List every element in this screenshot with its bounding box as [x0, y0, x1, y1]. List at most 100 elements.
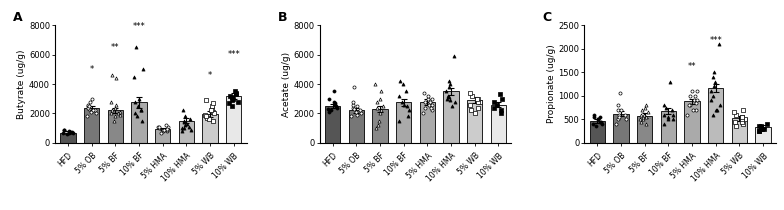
Point	[470, 97, 483, 100]
Point	[659, 113, 671, 116]
Point	[229, 90, 241, 93]
Point	[154, 131, 167, 134]
Point	[129, 112, 141, 115]
Point	[226, 96, 238, 99]
Point	[474, 100, 486, 103]
Point	[375, 109, 387, 112]
Point	[449, 100, 462, 103]
Point	[660, 106, 673, 109]
Point	[325, 109, 338, 112]
Bar	[731, 118, 747, 143]
Point	[83, 100, 96, 103]
Point	[205, 109, 217, 112]
Point	[354, 109, 366, 112]
Point	[397, 82, 409, 86]
Point	[371, 100, 383, 103]
Point	[596, 122, 608, 126]
Bar	[131, 102, 147, 143]
Text: C: C	[542, 11, 551, 24]
Text: ***: ***	[710, 36, 722, 45]
Point	[153, 126, 165, 129]
Point	[114, 113, 126, 117]
Point	[176, 126, 188, 130]
Point	[328, 100, 340, 103]
Text: ***: ***	[227, 50, 240, 59]
Point	[82, 106, 94, 109]
Point	[635, 108, 648, 112]
Point	[590, 125, 602, 128]
Point	[321, 107, 334, 111]
Point	[178, 121, 191, 124]
Point	[730, 113, 742, 116]
Point	[58, 129, 71, 132]
Point	[350, 110, 362, 114]
Point	[64, 130, 76, 133]
Point	[706, 94, 719, 97]
Point	[419, 100, 432, 103]
Point	[207, 110, 220, 114]
Point	[161, 129, 173, 133]
Point	[705, 89, 717, 93]
Bar	[708, 88, 724, 143]
Point	[613, 113, 626, 116]
Point	[345, 115, 358, 118]
Point	[710, 108, 723, 112]
Point	[157, 129, 169, 133]
Point	[230, 91, 242, 94]
Point	[495, 112, 507, 115]
Point	[686, 108, 699, 112]
Point	[421, 97, 434, 100]
Point	[114, 110, 126, 114]
Point	[707, 113, 720, 116]
Point	[753, 129, 765, 133]
Point	[612, 118, 624, 121]
Y-axis label: Propionate (ug/g): Propionate (ug/g)	[546, 45, 556, 123]
Point	[110, 103, 122, 106]
Bar	[637, 116, 652, 143]
Point	[397, 103, 410, 106]
Point	[662, 118, 674, 121]
Bar	[756, 127, 771, 143]
Point	[135, 109, 147, 112]
Point	[424, 100, 437, 103]
Point	[735, 120, 748, 123]
Point	[223, 101, 235, 105]
Point	[619, 118, 632, 121]
Point	[185, 128, 198, 131]
Point	[760, 122, 773, 126]
Point	[442, 79, 455, 83]
Point	[640, 122, 652, 126]
Point	[67, 131, 79, 134]
Point	[176, 129, 188, 133]
Point	[106, 109, 118, 112]
Point	[688, 94, 701, 97]
Point	[134, 109, 147, 112]
Point	[110, 76, 122, 80]
Point	[714, 104, 727, 107]
Point	[595, 120, 608, 123]
Point	[735, 118, 748, 121]
Point	[104, 100, 117, 103]
Bar	[443, 91, 459, 143]
Point	[159, 123, 172, 127]
Point	[226, 98, 238, 102]
Point	[65, 131, 78, 134]
Point	[376, 104, 389, 108]
Point	[658, 104, 670, 107]
Point	[330, 104, 343, 108]
Point	[348, 85, 361, 89]
Point	[758, 127, 771, 130]
Point	[206, 101, 219, 105]
Point	[394, 94, 406, 97]
Point	[179, 115, 191, 118]
Point	[323, 110, 336, 114]
Point	[152, 125, 165, 128]
Point	[683, 104, 695, 107]
Point	[658, 122, 670, 126]
Point	[82, 106, 95, 109]
Point	[347, 106, 360, 109]
Point	[610, 122, 622, 126]
Point	[423, 103, 435, 106]
Point	[736, 115, 749, 119]
Bar	[372, 109, 388, 143]
